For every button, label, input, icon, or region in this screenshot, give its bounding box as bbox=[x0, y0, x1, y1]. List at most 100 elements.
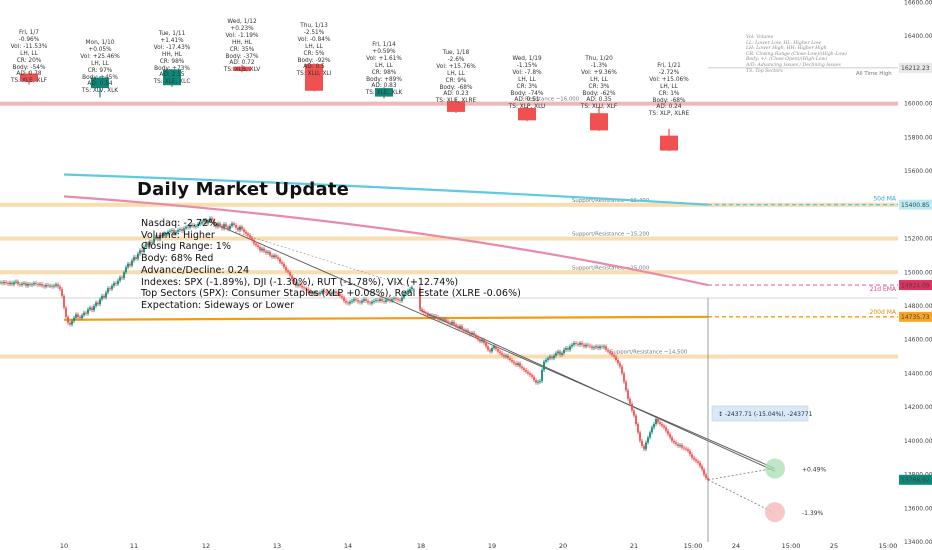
daily-candle bbox=[20, 73, 38, 82]
intraday-candle bbox=[477, 337, 479, 340]
annotation-line: Body: -68% bbox=[439, 84, 473, 91]
intraday-candle bbox=[201, 221, 203, 224]
intraday-candle bbox=[229, 225, 231, 230]
intraday-candle bbox=[89, 307, 91, 310]
summary-line: Advance/Decline: 0.24 bbox=[141, 264, 250, 276]
intraday-candle bbox=[559, 351, 561, 355]
annotation-line: CR: 9% bbox=[445, 77, 467, 84]
price-tag bbox=[899, 199, 932, 210]
intraday-candle bbox=[351, 300, 353, 302]
legend-line: LH: Lower High, HH: Higher High bbox=[746, 46, 827, 52]
intraday-candle bbox=[561, 353, 563, 355]
intraday-candle bbox=[87, 309, 89, 314]
intraday-candle bbox=[383, 300, 385, 302]
intraday-candle bbox=[49, 285, 51, 287]
intraday-candle bbox=[273, 255, 275, 258]
intraday-candle bbox=[639, 432, 641, 441]
intraday-candle bbox=[611, 353, 613, 355]
intraday-candle bbox=[353, 299, 355, 301]
annotation-line: AD: 0.23 bbox=[443, 91, 469, 98]
intraday-candle bbox=[515, 363, 517, 365]
intraday-candle bbox=[359, 301, 361, 303]
intraday-candle bbox=[215, 225, 217, 227]
intraday-candle bbox=[481, 339, 483, 342]
measure-box bbox=[711, 405, 809, 422]
intraday-candle bbox=[593, 347, 595, 349]
intraday-candle bbox=[41, 284, 43, 286]
intraday-candle bbox=[247, 233, 249, 236]
annotation-line: Fri, 1/7 bbox=[19, 30, 39, 36]
x-tick-label: 11 bbox=[130, 542, 138, 550]
annotation-line: Thu, 1/20 bbox=[585, 56, 613, 62]
intraday-candle bbox=[405, 292, 407, 295]
intraday-candle bbox=[35, 283, 37, 285]
annotation-line: AD: 0.78 bbox=[16, 71, 42, 78]
intraday-candle bbox=[187, 226, 189, 228]
intraday-candle bbox=[551, 356, 553, 359]
ma-label: 21d EMA bbox=[870, 286, 897, 293]
intraday-candle bbox=[425, 312, 427, 314]
intraday-candle bbox=[85, 312, 87, 314]
ma-200-line bbox=[63, 315, 709, 321]
intraday-candle bbox=[699, 462, 701, 467]
intraday-candle bbox=[523, 368, 525, 371]
intraday-candle bbox=[457, 326, 459, 328]
intraday-candle bbox=[365, 299, 367, 301]
intraday-candle bbox=[111, 285, 113, 290]
intraday-candle bbox=[23, 283, 25, 285]
intraday-candle bbox=[45, 284, 47, 287]
intraday-candle bbox=[691, 454, 693, 458]
intraday-candle bbox=[419, 287, 421, 310]
intraday-candle bbox=[493, 346, 495, 349]
intraday-candle bbox=[329, 293, 331, 295]
intraday-candle bbox=[467, 330, 469, 333]
intraday-candle bbox=[147, 243, 149, 246]
daily-candle bbox=[447, 101, 465, 112]
intraday-candle bbox=[511, 359, 513, 362]
intraday-candle bbox=[577, 343, 579, 345]
x-tick-label: 15:00 bbox=[684, 542, 703, 550]
intraday-candle bbox=[547, 358, 549, 360]
intraday-candle bbox=[103, 295, 105, 298]
intraday-candle bbox=[263, 248, 265, 252]
intraday-candle bbox=[387, 299, 389, 301]
intraday-candle bbox=[307, 289, 309, 291]
intraday-candle bbox=[245, 231, 247, 234]
intraday-candle bbox=[169, 230, 171, 232]
intraday-candle bbox=[461, 326, 463, 330]
intraday-candle bbox=[579, 343, 581, 345]
intraday-candle bbox=[565, 348, 567, 350]
intraday-candle bbox=[323, 290, 325, 292]
y-tick-label: 16400.00 bbox=[904, 33, 932, 40]
intraday-candle bbox=[541, 370, 543, 381]
intraday-candle bbox=[453, 321, 455, 325]
intraday-candle bbox=[25, 283, 27, 286]
intraday-candle bbox=[261, 248, 263, 251]
intraday-candle bbox=[277, 257, 279, 259]
intraday-candle bbox=[527, 371, 529, 374]
intraday-candle bbox=[331, 292, 333, 295]
annotation-line: AD: 0.51 bbox=[514, 97, 540, 104]
intraday-candle bbox=[495, 346, 497, 349]
intraday-candle bbox=[409, 289, 411, 291]
y-tick-label: 15600.00 bbox=[904, 168, 932, 175]
intraday-candle bbox=[645, 442, 647, 450]
intraday-candle bbox=[271, 255, 273, 258]
intraday-candle bbox=[181, 229, 183, 231]
intraday-candle bbox=[543, 361, 545, 371]
intraday-candle bbox=[121, 277, 123, 279]
intraday-candle bbox=[473, 332, 475, 336]
intraday-candle bbox=[67, 316, 69, 323]
intraday-candle bbox=[175, 231, 177, 234]
intraday-candle bbox=[183, 228, 185, 231]
annotation-line: +1.41% bbox=[160, 37, 184, 44]
intraday-candle bbox=[29, 284, 31, 285]
intraday-candle bbox=[27, 284, 29, 286]
intraday-candle bbox=[19, 284, 21, 285]
intraday-candle bbox=[433, 316, 435, 318]
intraday-candle bbox=[149, 241, 151, 246]
intraday-candle bbox=[143, 246, 145, 253]
x-tick-label: 21 bbox=[630, 542, 638, 550]
level-band bbox=[0, 354, 898, 359]
intraday-candle bbox=[679, 445, 681, 446]
